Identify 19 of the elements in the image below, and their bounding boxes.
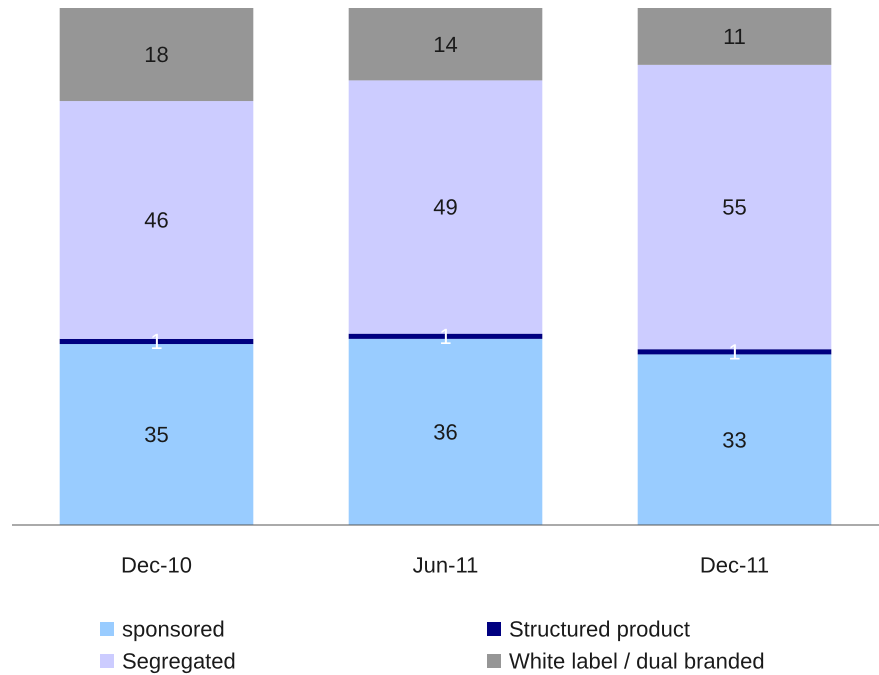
data-label: 18 [144,42,169,68]
bar [348,8,542,80]
data-label: 11 [723,24,746,50]
data-label: 36 [433,420,458,445]
data-label: 33 [722,427,747,452]
bar [60,8,254,102]
data-label: 55 [722,194,747,220]
data-label: 35 [144,422,169,448]
x-tick-label: Dec-10 [121,552,192,578]
data-label: 14 [433,32,458,57]
bar [638,8,832,65]
legend-label: Segregated [122,648,236,674]
legend-label: White label / dual branded [509,648,765,674]
data-label: 46 [144,208,169,233]
x-tick-label: Jun-11 [412,552,478,578]
data-label: 49 [433,194,458,220]
legend-label: Structured product [509,616,690,642]
legend-label: sponsored [122,616,225,642]
x-tick-label: Dec-11 [700,552,770,578]
